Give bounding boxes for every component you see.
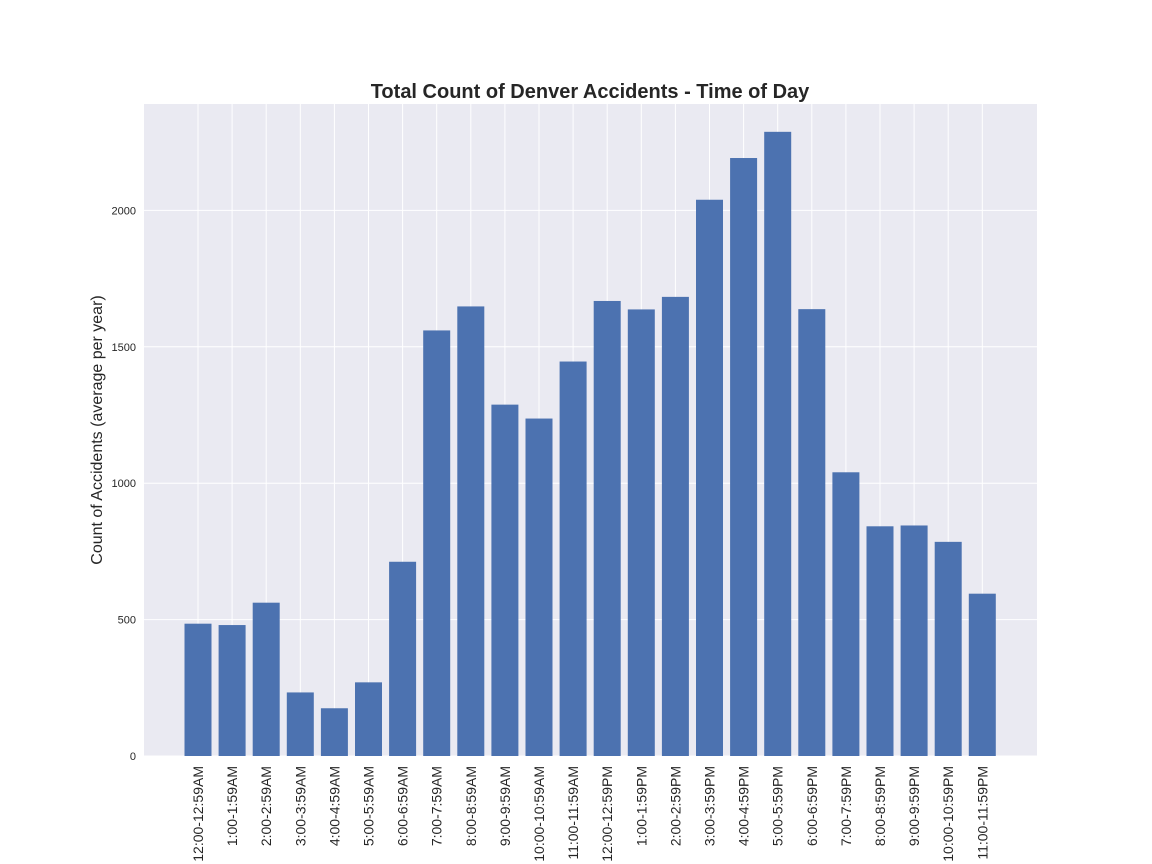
bar xyxy=(457,306,485,756)
y-axis-ticks: 0 500 1000 1500 2000 xyxy=(112,205,136,763)
x-tick-label: 7:00-7:59AM xyxy=(429,766,445,846)
x-tick-label: 9:00-9:59PM xyxy=(906,766,922,846)
bar xyxy=(832,472,860,756)
bar xyxy=(389,561,417,756)
x-tick-label: 5:00-5:59AM xyxy=(361,766,377,846)
bar xyxy=(423,330,451,756)
y-tick-label: 2000 xyxy=(112,205,136,217)
x-tick-label: 11:00-11:59PM xyxy=(974,766,990,860)
x-tick-label: 3:00-3:59AM xyxy=(292,766,308,846)
chart-title: Total Count of Denver Accidents - Time o… xyxy=(371,81,810,103)
bar xyxy=(525,418,553,756)
bar xyxy=(934,541,962,756)
bar xyxy=(355,682,382,756)
bar xyxy=(730,158,758,756)
x-tick-label: 12:00-12:59PM xyxy=(599,766,615,862)
x-tick-label: 11:00-11:59AM xyxy=(565,766,581,860)
x-tick-label: 1:00-1:59PM xyxy=(633,766,649,846)
bar xyxy=(252,602,280,756)
bar xyxy=(184,623,212,756)
bar xyxy=(559,361,587,756)
x-tick-label: 8:00-8:59PM xyxy=(872,766,888,846)
y-tick-label: 500 xyxy=(118,615,136,627)
x-tick-label: 4:00-4:59PM xyxy=(736,766,752,846)
y-axis-label: Count of Accidents (average per year) xyxy=(89,295,106,564)
x-tick-label: 1:00-1:59AM xyxy=(224,766,240,846)
x-tick-label: 12:00-12:59AM xyxy=(190,766,206,862)
y-tick-label: 1500 xyxy=(112,342,136,354)
x-tick-label: 8:00-8:59AM xyxy=(463,766,479,846)
y-tick-label: 0 xyxy=(130,751,136,763)
x-axis-ticks: 12:00-12:59AM 1:00-1:59AM 2:00-2:59AM 3:00-… xyxy=(190,766,990,862)
x-tick-label: 6:00-6:59AM xyxy=(395,766,411,846)
bar xyxy=(320,708,348,756)
x-tick-label: 5:00-5:59PM xyxy=(770,766,786,846)
bar xyxy=(286,692,314,756)
x-tick-label: 6:00-6:59PM xyxy=(804,766,820,846)
bar xyxy=(764,131,792,757)
x-tick-label: 2:00-2:59AM xyxy=(258,766,274,846)
bar xyxy=(798,309,826,756)
bars xyxy=(184,131,996,757)
x-tick-label: 9:00-9:59AM xyxy=(497,766,513,846)
x-tick-label: 4:00-4:59AM xyxy=(326,766,342,846)
bar xyxy=(491,404,519,756)
bar xyxy=(627,309,655,756)
bar xyxy=(661,296,689,756)
bar xyxy=(866,526,894,756)
bar xyxy=(968,593,996,756)
x-tick-label: 3:00-3:59PM xyxy=(702,766,718,846)
x-tick-label: 2:00-2:59PM xyxy=(667,766,683,846)
y-tick-label: 1000 xyxy=(112,478,136,490)
bar xyxy=(593,300,621,756)
x-tick-label: 7:00-7:59PM xyxy=(838,766,854,846)
x-tick-label: 10:00-10:59AM xyxy=(531,766,547,862)
bar xyxy=(218,625,246,756)
bar xyxy=(900,525,928,756)
bar xyxy=(696,199,723,756)
x-tick-label: 10:00-10:59PM xyxy=(940,766,956,862)
